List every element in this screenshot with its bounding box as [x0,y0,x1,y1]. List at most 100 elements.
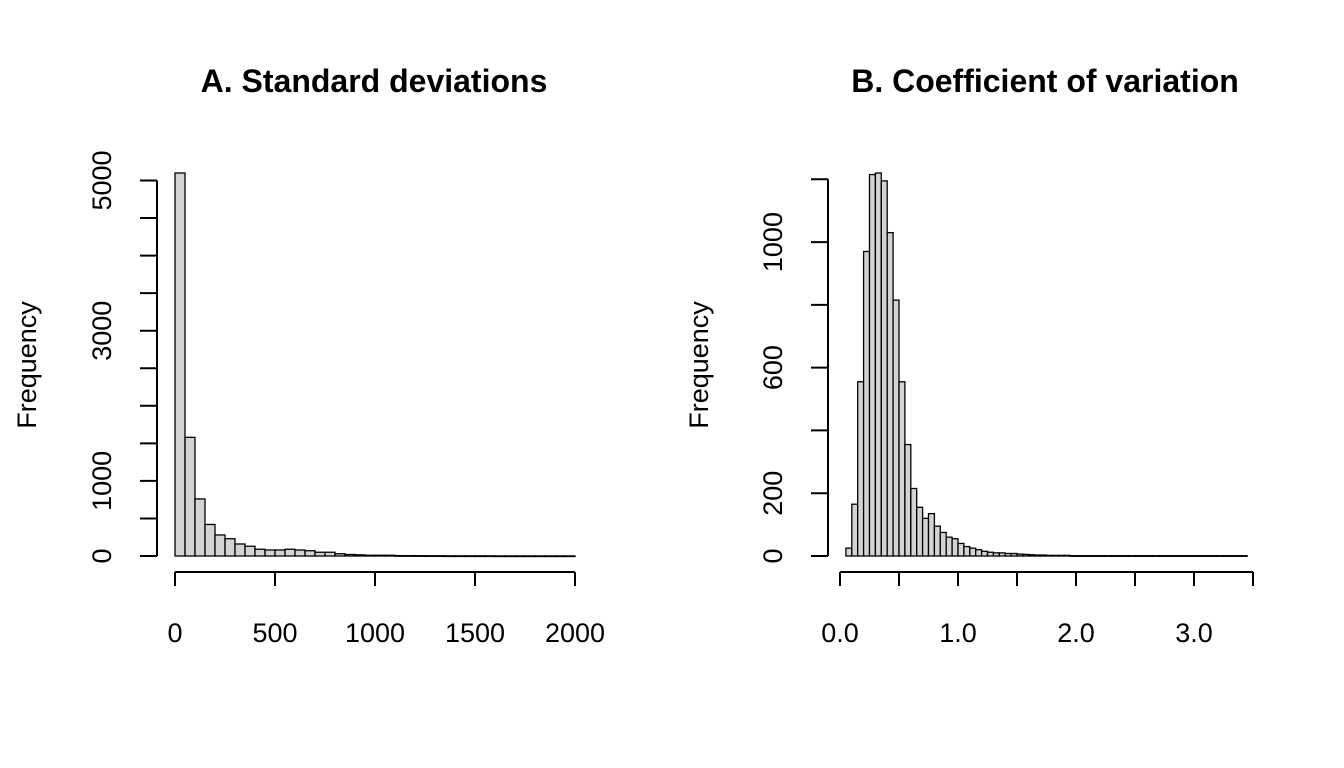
panel-b-y-tick-label: 0 [758,548,788,563]
panel-a-bar [464,555,476,558]
panel-a-y-axis-title: Frequency [12,301,42,429]
panel-b-bar [1122,555,1130,557]
panel-b-bar [1199,555,1207,557]
panel-b-bar [957,542,965,557]
panel-b-bar [1228,555,1236,557]
panel-b-bar [1175,555,1183,557]
panel-b-y-tick-label: 200 [758,471,788,516]
panel-b-bar [1110,555,1118,557]
panel-a-bar [284,548,296,557]
panel-b-bar [1187,555,1195,557]
panel-a-bar [184,436,196,557]
panel-b-bar [857,381,865,557]
panel-b-bar [1140,555,1148,557]
panel-b-bar [1004,552,1012,557]
panel-b-bar [986,551,995,557]
panel-b-bar [1093,555,1101,557]
panel-a-bar [524,555,536,558]
panel-b-bar [1211,555,1219,557]
panel-b-x-tick-label: 1.0 [939,618,977,648]
panel-a-bar [384,554,396,557]
panel-b-bar [951,538,959,557]
panel-b-bar [1222,555,1231,557]
panel-a-bar [254,548,266,557]
panel-b-bar [1181,555,1189,557]
panel-a-bar [534,555,546,558]
panel-a-bar [494,555,506,558]
panel-b-bar [910,487,918,557]
panel-a-y-axis: 0 1000 3000 5000 [87,150,158,564]
panel-a-y-tick-label: 3000 [87,301,117,361]
panel-b-bar [1128,555,1136,557]
panel-b-bar [1075,555,1083,557]
panel-a-bar [174,172,186,557]
panel-b-title: B. Coefficient of variation [851,63,1239,99]
panel-a-bar [314,551,326,557]
panel-a-bar [444,555,456,558]
panel-a-bars [174,172,576,558]
panel-b-x-tick-label: 2.0 [1057,618,1095,648]
panel-b-bar [945,536,953,557]
panel-b-bar [916,506,924,557]
panel-a-bar [264,549,276,557]
panel-b-bar [862,250,871,557]
panel-b-bar [898,381,906,557]
panel-a-bar [514,555,526,558]
panel-a-bar [274,549,286,557]
panel-b-x-axis: 0.0 1.0 2.0 3.0 [821,571,1254,648]
panel-b-bar [980,550,989,557]
panel-b-bar [1045,554,1054,557]
panel-a-bar [364,554,376,557]
panel-a-x-tick-label: 500 [252,618,297,648]
panel-b-bar [1028,554,1036,557]
panel-a-x-axis: 0 500 1000 1500 2000 [167,571,605,648]
panel-b-bar [1104,555,1113,557]
panel-b-bar [868,173,877,557]
panel-b-bar [921,517,930,557]
panel-b-bar [1057,554,1065,557]
panel-a-title: A. Standard deviations [201,63,548,99]
panel-a-bar [394,554,406,557]
panel-a-y-tick-label: 1000 [87,451,117,511]
panel-a-bar [344,553,356,557]
panel-b-bars [845,172,1248,557]
panel-b-bar [892,299,900,557]
panel-b-bar [933,525,941,557]
panel-b-bar [1039,554,1048,557]
panel-a-bar [354,554,366,557]
panel-b-bar [1081,555,1089,557]
panel-a-x-tick-label: 0 [167,618,182,648]
panel-b-bar [845,547,853,557]
panel-a: A. Standard deviations Frequency 0 500 100… [12,63,605,648]
panel-b-bar [1034,554,1042,557]
panel-b-bar [1022,553,1030,557]
panel-b-bar [998,552,1006,557]
panel-b-bar [1016,553,1024,557]
panel-b-bar [1098,555,1107,557]
panel-a-bar [194,498,206,557]
panel-a-x-tick-label: 2000 [545,618,605,648]
panel-b-bar [1205,555,1213,557]
panel-b-bar [1163,555,1172,557]
panel-a-bar [214,534,226,557]
panel-b-bar [963,545,971,557]
panel-a-bar [404,554,416,557]
panel-b-y-axis: 0 200 600 1000 [758,178,829,564]
panel-a-bar [454,555,466,558]
panel-a-bar [504,555,516,558]
panel-a-bar [294,549,306,557]
panel-a-bar [424,555,436,558]
panel-b-bar [1193,555,1201,557]
panel-a-bar [334,553,346,557]
panel-a-bar [324,551,336,557]
panel-b-bar [1146,555,1154,557]
panel-b-bar [975,549,983,557]
panel-a-bar [434,555,446,558]
panel-a-bar [234,543,246,557]
panel-b-bar [1216,555,1225,557]
panel-b-bar [969,547,977,557]
panel-b-bar [874,172,882,557]
panel-a-y-tick-label: 0 [87,548,117,563]
panel-a-bar [224,538,236,557]
